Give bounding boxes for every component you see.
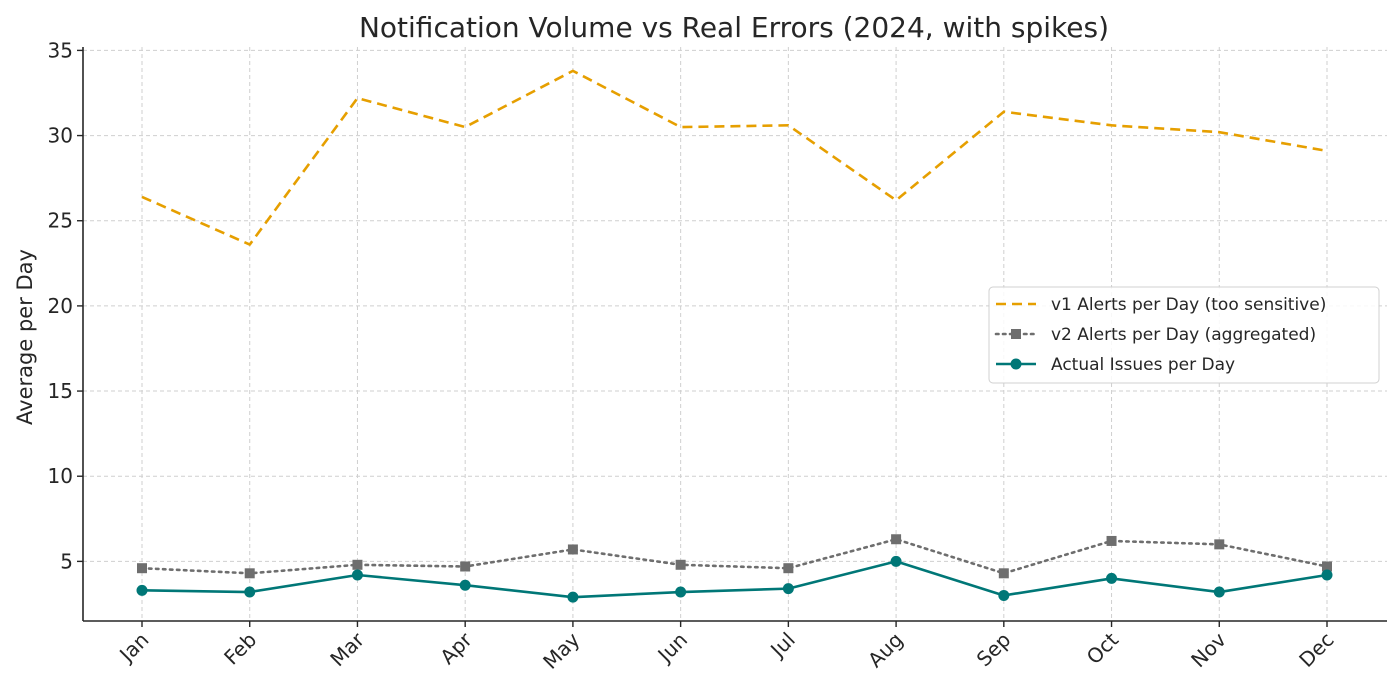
series-line <box>140 537 1329 575</box>
y-tick-label: 35 <box>48 38 73 62</box>
legend-label: v2 Alerts per Day (aggregated) <box>1051 325 1316 345</box>
data-point <box>567 544 578 555</box>
data-point <box>783 563 794 574</box>
series-group <box>136 69 1333 603</box>
data-point <box>782 583 794 595</box>
x-tick-label: Jan <box>113 628 153 668</box>
data-point <box>244 568 255 579</box>
data-point <box>351 569 363 581</box>
legend-item: Actual Issues per Day <box>996 355 1235 375</box>
legend-label: Actual Issues per Day <box>1051 355 1235 375</box>
data-point <box>891 534 902 545</box>
series-line <box>141 560 1328 599</box>
data-point <box>352 559 363 570</box>
legend-item: v2 Alerts per Day (aggregated) <box>994 325 1316 345</box>
x-tick-label: May <box>538 627 584 673</box>
y-tick-label: 20 <box>48 294 73 318</box>
x-tick-label: Apr <box>435 627 477 669</box>
y-tick-label: 10 <box>48 464 73 488</box>
data-point <box>675 586 687 598</box>
data-point <box>460 561 471 572</box>
data-point <box>1322 561 1332 572</box>
data-point <box>244 586 256 598</box>
legend-box <box>988 286 1380 384</box>
data-point <box>1106 535 1117 546</box>
x-tick-label: Mar <box>325 627 369 671</box>
x-tick-label: Sep <box>972 628 1016 672</box>
legend: v1 Alerts per Day (too sensitive) v2 Aler… <box>988 286 1380 384</box>
series-line <box>141 69 1328 246</box>
series-3 <box>136 555 1333 603</box>
series-1 <box>141 69 1328 246</box>
series-2 <box>137 534 1332 579</box>
x-tick-label: Nov <box>1186 627 1231 672</box>
data-point <box>1213 586 1225 598</box>
data-point <box>137 563 147 574</box>
legend-item: v1 Alerts per Day (too sensitive) <box>996 295 1326 315</box>
y-tick-label: 5 <box>60 549 73 573</box>
x-tick-label: Dec <box>1294 628 1338 672</box>
data-point <box>567 591 579 603</box>
data-point <box>675 559 686 570</box>
x-tick-label: Jun <box>652 628 692 668</box>
legend-marker <box>1010 358 1022 370</box>
x-tick-label: Jul <box>764 628 799 663</box>
data-point <box>136 584 148 596</box>
data-point <box>1106 572 1118 584</box>
legend-label: v1 Alerts per Day (too sensitive) <box>1051 295 1326 315</box>
y-tick-label: 25 <box>48 209 73 233</box>
data-point <box>459 579 471 591</box>
legend-marker <box>1011 329 1021 339</box>
data-point <box>890 555 902 567</box>
y-tick-label: 15 <box>48 379 73 403</box>
x-tick-label: Oct <box>1082 627 1124 669</box>
data-point <box>1214 539 1225 550</box>
y-axis-label: Average per Day <box>13 249 37 425</box>
x-tick-label: Feb <box>219 628 261 670</box>
data-point <box>998 568 1009 579</box>
data-point <box>1321 569 1333 581</box>
axes <box>82 47 1387 622</box>
x-tick-label: Aug <box>863 628 908 673</box>
chart-title: Notification Volume vs Real Errors (2024… <box>359 11 1109 44</box>
data-point <box>998 589 1010 601</box>
y-tick-label: 30 <box>48 124 73 148</box>
